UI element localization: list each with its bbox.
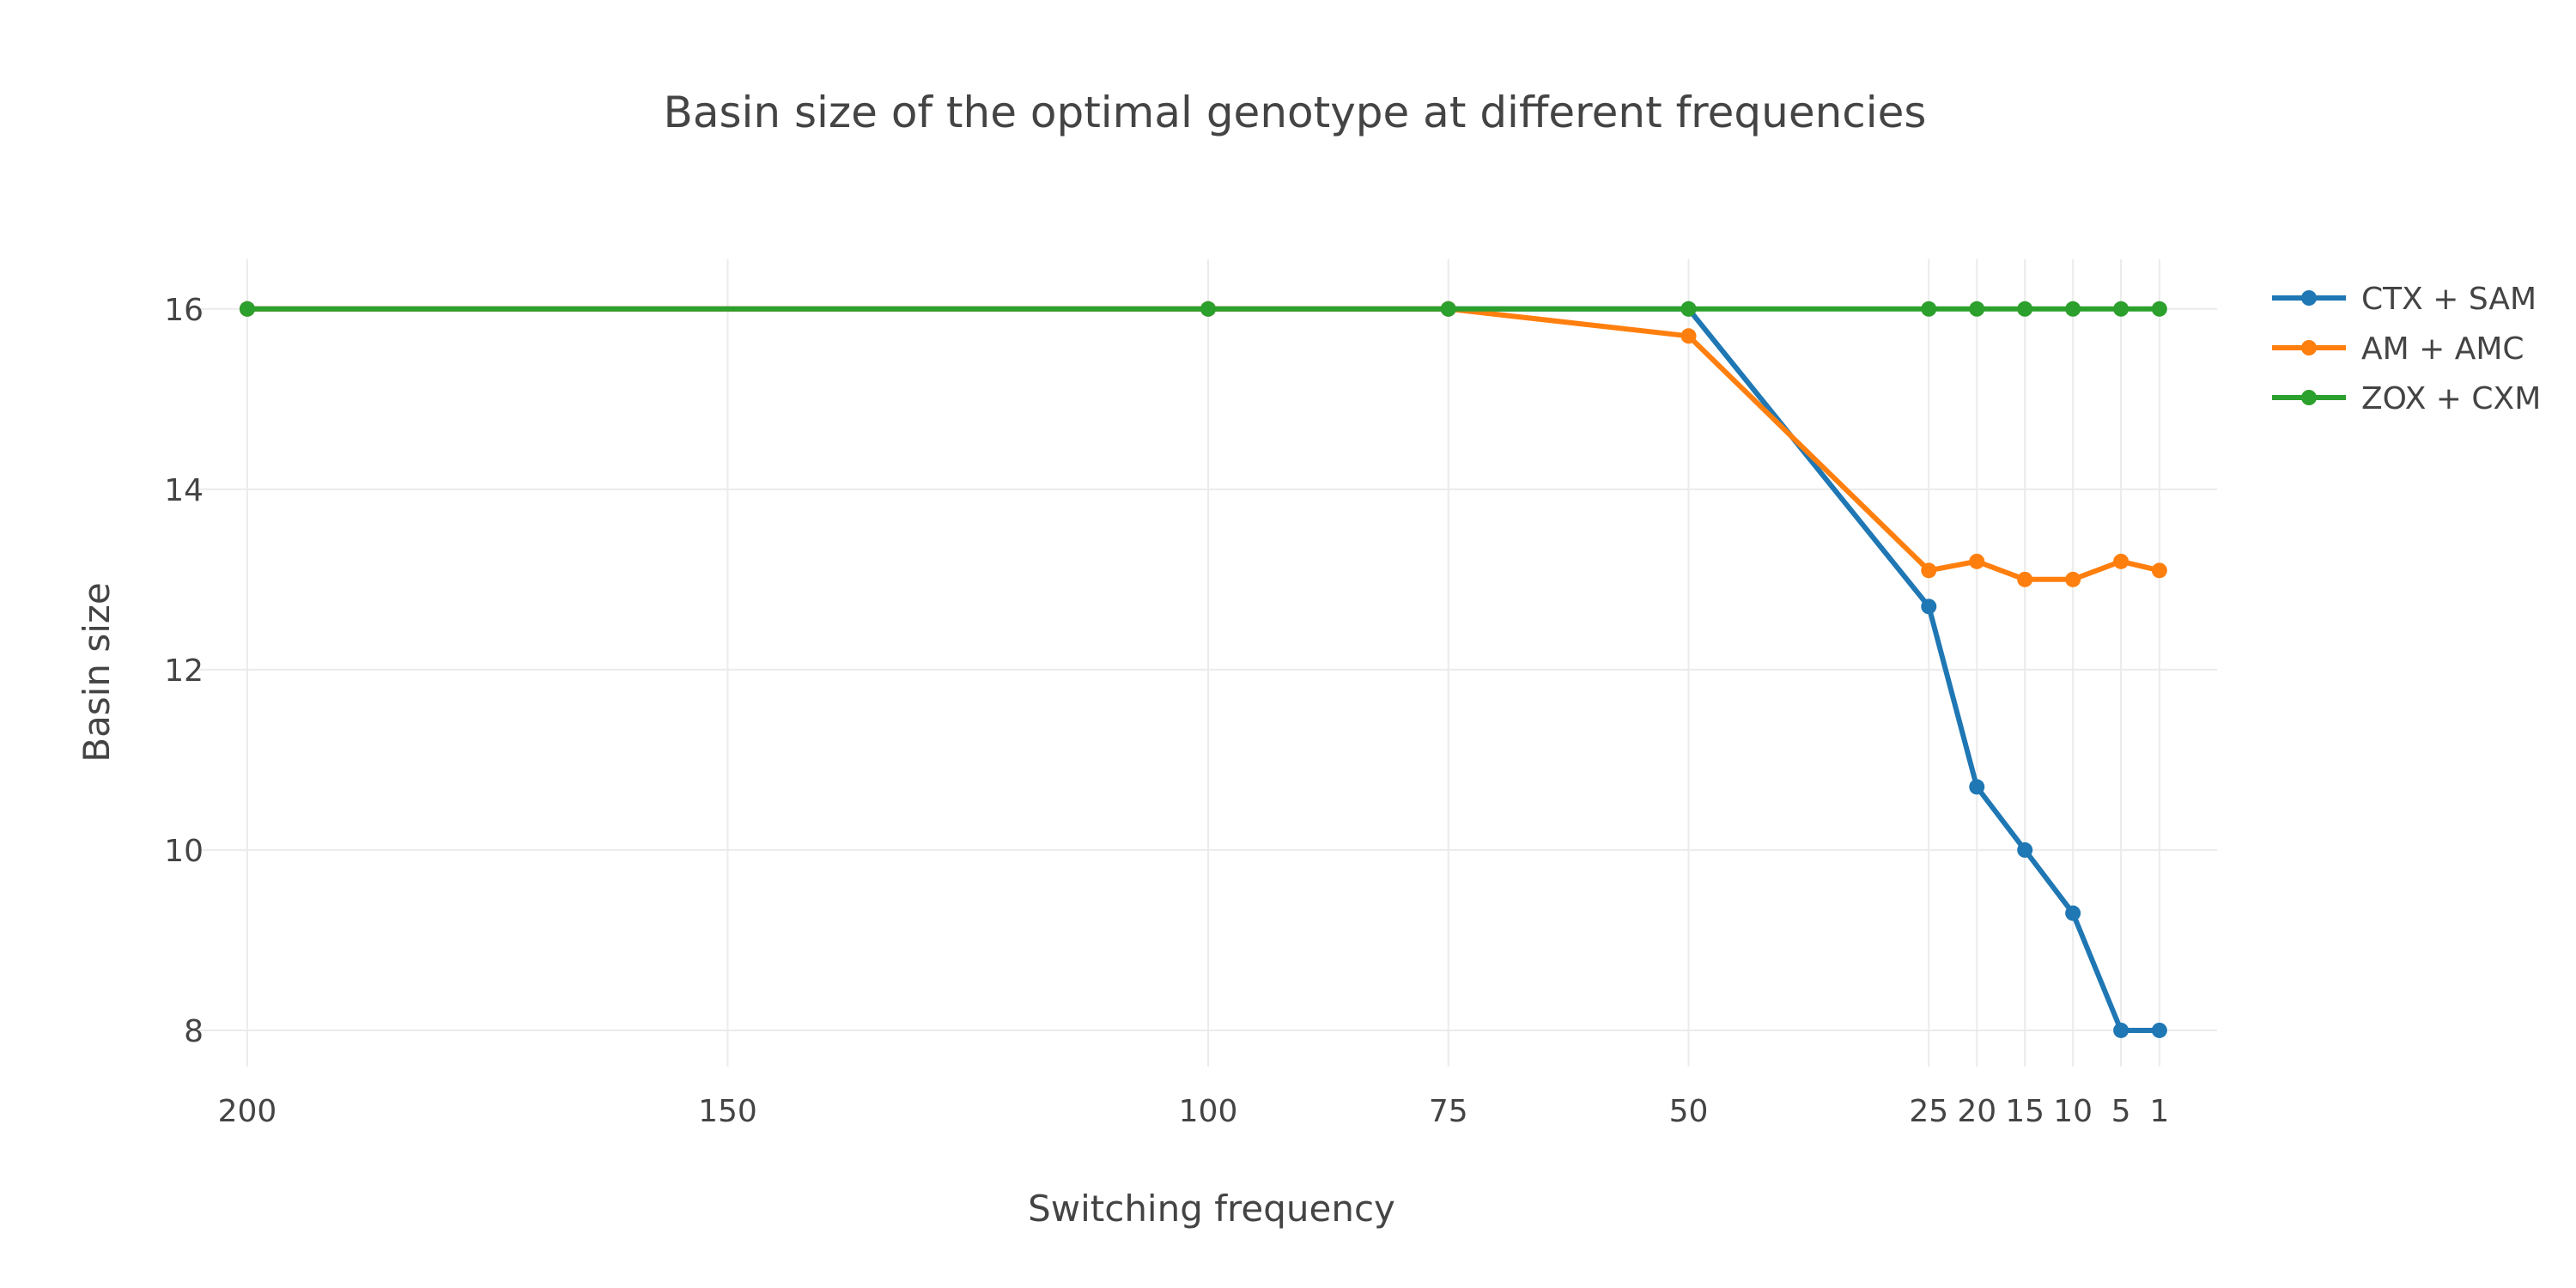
legend-label: ZOX + CXM xyxy=(2361,381,2541,416)
data-point xyxy=(2151,1022,2167,1038)
data-point xyxy=(1921,598,1937,615)
grid xyxy=(199,259,2217,1066)
legend-label: CTX + SAM xyxy=(2361,282,2537,317)
series-area xyxy=(239,301,2167,1038)
legend-marker xyxy=(2301,340,2317,355)
x-tick-label: 20 xyxy=(1957,1094,1996,1129)
x-tick-label: 200 xyxy=(218,1094,277,1129)
data-point xyxy=(1969,301,1985,317)
x-tick-label: 50 xyxy=(1669,1094,1709,1129)
data-point xyxy=(2065,905,2081,921)
y-axis-title: Basin size xyxy=(76,582,118,762)
y-tick-label: 16 xyxy=(164,293,204,328)
x-tick-label: 15 xyxy=(2005,1094,2044,1129)
legend-marker xyxy=(2301,290,2317,306)
data-point xyxy=(1921,562,1937,579)
data-point xyxy=(2065,571,2081,587)
data-point xyxy=(2151,562,2167,579)
legend-item[interactable]: CTX + SAM xyxy=(2272,282,2537,317)
chart-title: Basin size of the optimal genotype at di… xyxy=(664,88,1927,137)
legend-marker xyxy=(2301,390,2317,405)
data-point xyxy=(1921,301,1937,317)
legend: CTX + SAM AM + AMC ZOX + CXM xyxy=(2272,282,2541,416)
x-tick-label: 5 xyxy=(2111,1094,2131,1129)
x-tick-label: 1 xyxy=(2149,1094,2169,1129)
data-point xyxy=(1680,328,1697,344)
data-point xyxy=(1969,553,1985,569)
legend-item[interactable]: ZOX + CXM xyxy=(2272,381,2541,416)
x-axis-title: Switching frequency xyxy=(1028,1188,1395,1230)
data-point xyxy=(2017,841,2033,858)
data-point xyxy=(239,301,255,317)
data-point xyxy=(1200,301,1216,317)
y-tick-label: 10 xyxy=(164,834,204,869)
x-tick-label: 100 xyxy=(1179,1094,1238,1129)
x-tick-label: 10 xyxy=(2053,1094,2093,1129)
y-tick-label: 12 xyxy=(164,653,204,689)
data-point xyxy=(1680,301,1697,317)
series-2 xyxy=(239,301,2167,317)
data-point xyxy=(2151,301,2167,317)
x-tick-label: 25 xyxy=(1909,1094,1948,1129)
data-point xyxy=(1969,779,1985,795)
legend-label: AM + AMC xyxy=(2361,331,2524,367)
y-tick-label: 8 xyxy=(184,1014,204,1049)
data-point xyxy=(2017,571,2033,587)
legend-item[interactable]: AM + AMC xyxy=(2272,331,2524,367)
x-tick-label: 75 xyxy=(1429,1094,1468,1129)
x-tick-label: 150 xyxy=(698,1094,757,1129)
data-point xyxy=(2113,553,2129,569)
data-point xyxy=(2065,301,2081,317)
data-point xyxy=(1440,301,1456,317)
data-point xyxy=(2017,301,2033,317)
axes: 200 150 100 75 50 25 20 15 10 5 1 8 10 12 14 16 xyxy=(164,293,2169,1129)
y-tick-label: 14 xyxy=(164,473,204,508)
data-point xyxy=(2113,301,2129,317)
data-point xyxy=(2113,1022,2129,1038)
